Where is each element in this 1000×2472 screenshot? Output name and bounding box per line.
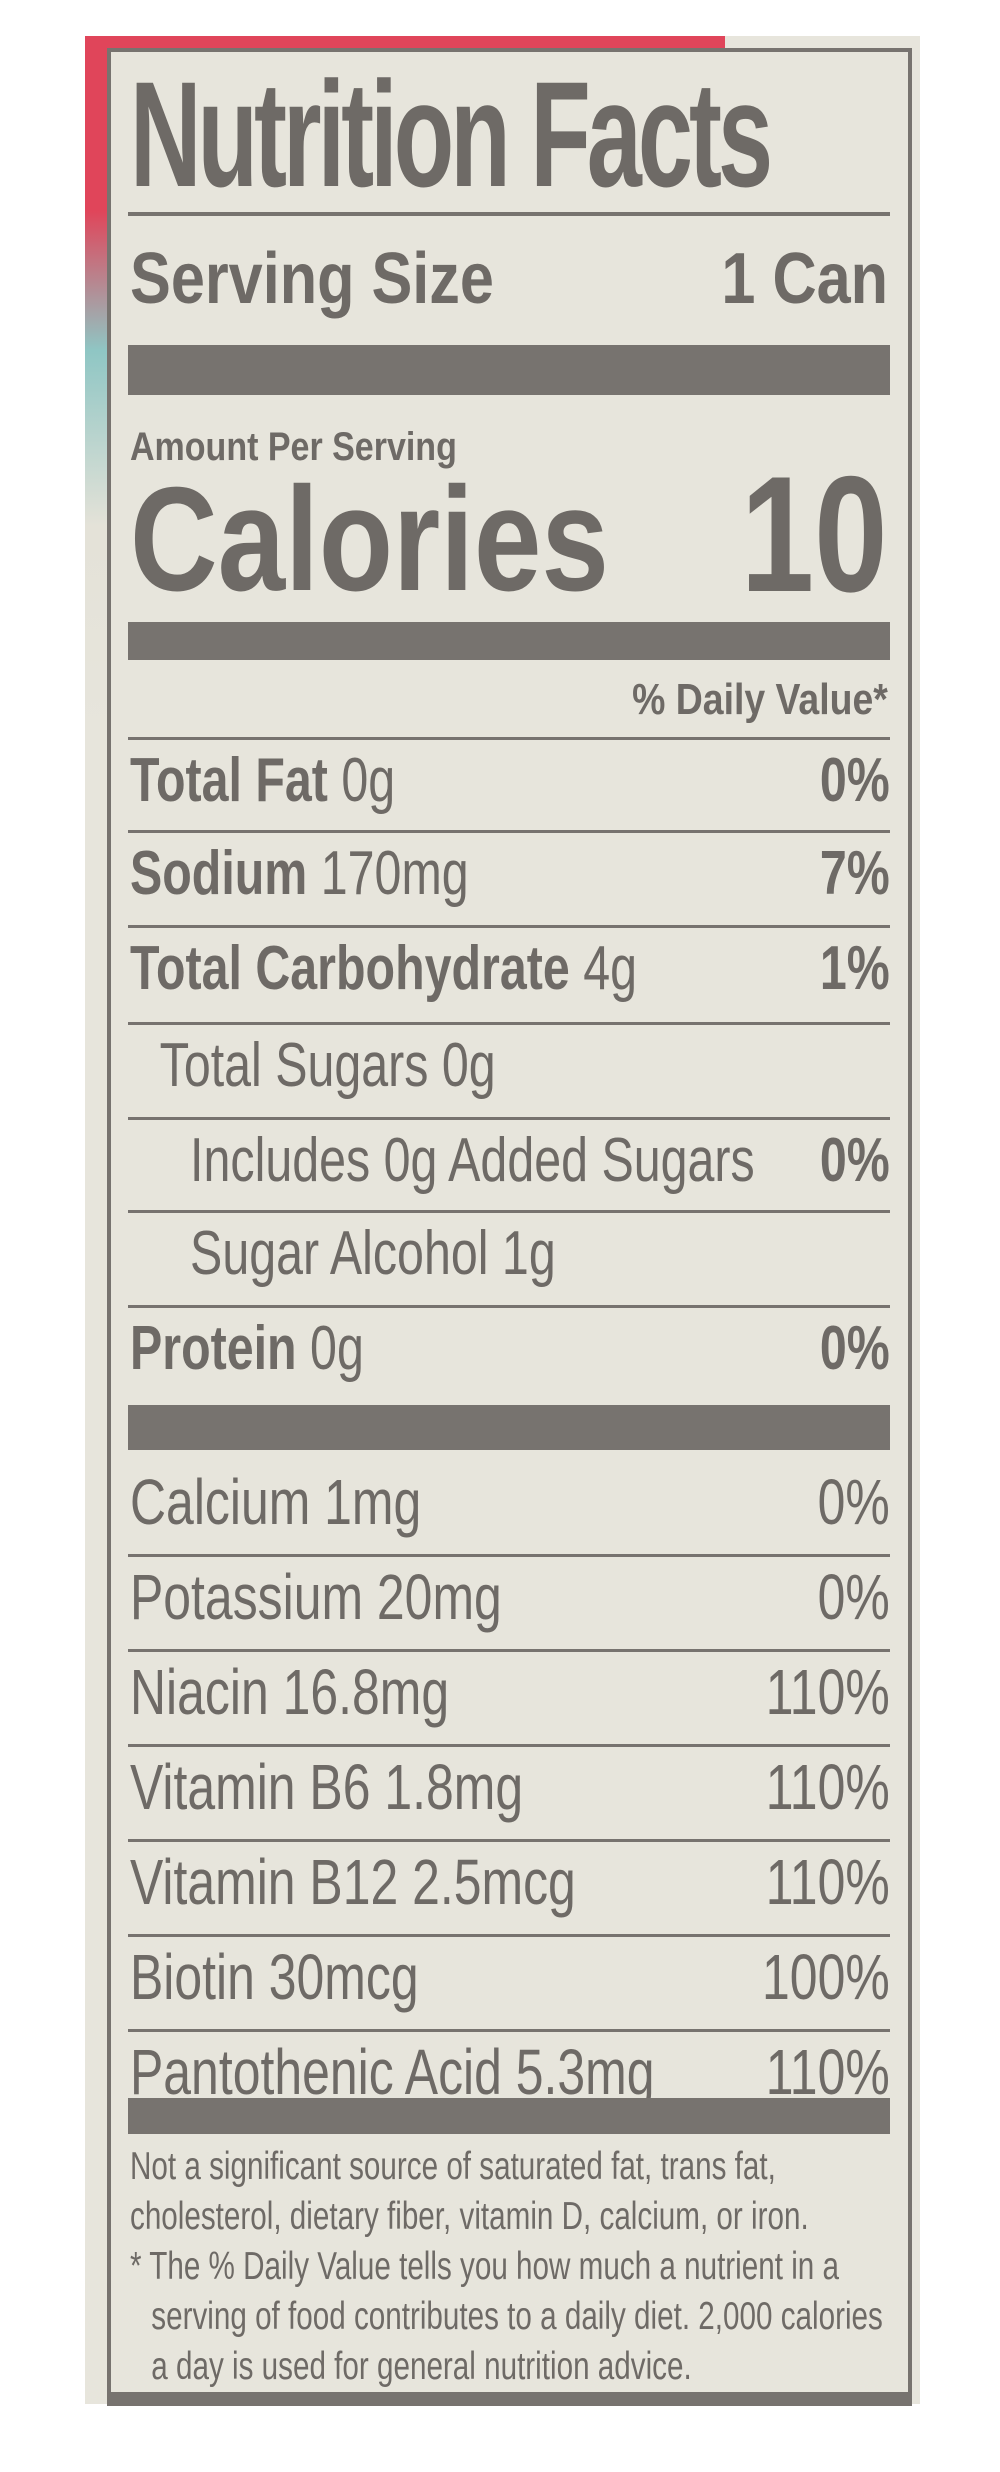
nutrient-name: Sodium <box>130 839 308 908</box>
vitamin-row: Pantothenic Acid 5.3mg 110% <box>130 2035 890 2109</box>
row-divider <box>128 1649 890 1652</box>
vitamin-name: Pantothenic Acid 5.3mg <box>130 2036 655 2108</box>
vitamin-dv: 110% <box>765 1656 890 1728</box>
nutrient-amount: 0g <box>341 746 396 815</box>
vitamin-name: Calcium 1mg <box>130 1466 422 1538</box>
nutrient-row: Sugar Alcohol 1g <box>130 1218 890 1289</box>
can-artwork-top <box>85 36 725 48</box>
vitamin-name: Vitamin B6 1.8mg <box>130 1751 524 1823</box>
label-panel <box>85 36 920 2404</box>
calories-label: Calories <box>130 457 609 622</box>
nutrient-dv: 7% <box>819 839 890 908</box>
nutrient-row: Includes 0g Added Sugars 0% <box>130 1125 890 1196</box>
thick-divider <box>128 622 890 660</box>
nutrient-dv: 0% <box>819 746 890 815</box>
nutrient-amount: 170mg <box>320 839 469 908</box>
vitamin-row: Vitamin B6 1.8mg 110% <box>130 1750 890 1824</box>
row-divider <box>128 1744 890 1747</box>
vitamin-name: Potassium 20mg <box>130 1561 502 1633</box>
row-divider <box>128 1305 890 1308</box>
nutrient-dv: 0% <box>819 1126 890 1195</box>
nutrient-label: Total Fat 0g <box>130 745 395 816</box>
vitamin-dv: 110% <box>765 1751 890 1823</box>
nutrient-label: Sodium 170mg <box>130 838 469 909</box>
vitamin-row: Calcium 1mg 0% <box>130 1465 890 1539</box>
divider <box>128 212 890 216</box>
nutrient-row: Total Sugars 0g <box>130 1030 890 1101</box>
thick-divider <box>128 345 890 395</box>
row-divider <box>128 1839 890 1842</box>
nutrient-label: Sugar Alcohol 1g <box>130 1218 556 1289</box>
nutrient-row: Sodium 170mg 7% <box>130 838 890 909</box>
vitamin-row: Vitamin B12 2.5mcg 110% <box>130 1845 890 1919</box>
vitamin-dv: 110% <box>765 1846 890 1918</box>
nutrient-name: Sugar Alcohol 1g <box>190 1219 556 1288</box>
nutrient-label: Includes 0g Added Sugars <box>130 1125 755 1196</box>
row-divider <box>128 2029 890 2032</box>
vitamin-name: Vitamin B12 2.5mcg <box>130 1846 576 1918</box>
vitamin-dv: 0% <box>817 1561 890 1633</box>
nutrient-dv: 0% <box>819 1314 890 1383</box>
nutrient-name: Protein <box>130 1314 297 1383</box>
vitamin-row: Biotin 30mcg 100% <box>130 1940 890 2014</box>
row-divider <box>128 1117 890 1120</box>
row-divider <box>128 737 890 740</box>
vitamin-row: Niacin 16.8mg 110% <box>130 1655 890 1729</box>
row-divider <box>128 925 890 928</box>
row-divider <box>128 1210 890 1213</box>
row-divider <box>128 1554 890 1557</box>
nutrient-amount: 0g <box>310 1314 364 1383</box>
thick-divider <box>128 2098 890 2134</box>
vitamin-dv: 100% <box>762 1941 890 2013</box>
calories-value: 10 <box>741 442 888 626</box>
nutrient-name: Total Carbohydrate <box>130 934 570 1003</box>
title: Nutrition Facts <box>130 50 773 218</box>
footnote-daily-value: * The % Daily Value tells you how much a… <box>130 2245 883 2388</box>
nutrient-label: Total Carbohydrate 4g <box>130 933 637 1004</box>
vitamin-row: Potassium 20mg 0% <box>130 1560 890 1634</box>
row-divider <box>128 1934 890 1937</box>
daily-value-header: % Daily Value* <box>632 675 888 724</box>
serving-size-label: Serving Size <box>130 239 494 319</box>
can-artwork-edge <box>85 36 107 736</box>
vitamin-dv: 110% <box>765 2036 890 2108</box>
footnote-not-significant: Not a significant source of saturated fa… <box>130 2145 809 2238</box>
nutrient-name: Includes 0g Added Sugars <box>190 1126 755 1195</box>
nutrient-amount: 4g <box>583 934 638 1003</box>
nutrient-row: Total Carbohydrate 4g 1% <box>130 933 890 1004</box>
vitamin-name: Niacin 16.8mg <box>130 1656 450 1728</box>
nutrient-name: Total Sugars 0g <box>159 1031 496 1100</box>
nutrient-name: Total Fat <box>130 746 328 815</box>
serving-size-value: 1 Can <box>721 239 888 319</box>
nutrient-label: Protein 0g <box>130 1313 364 1384</box>
thick-divider <box>128 1405 890 1450</box>
nutrient-row: Protein 0g 0% <box>130 1313 890 1384</box>
footnote: Not a significant source of saturated fa… <box>130 2142 890 2392</box>
vitamin-dv: 0% <box>817 1466 890 1538</box>
nutrition-facts-border <box>107 48 912 2406</box>
nutrient-dv: 1% <box>819 934 890 1003</box>
row-divider <box>128 830 890 833</box>
amount-per-serving: Amount Per Serving <box>130 425 457 469</box>
nutrient-row: Total Fat 0g 0% <box>130 745 890 816</box>
nutrient-label: Total Sugars 0g <box>130 1030 496 1101</box>
vitamin-name: Biotin 30mcg <box>130 1941 419 2013</box>
row-divider <box>128 1022 890 1025</box>
